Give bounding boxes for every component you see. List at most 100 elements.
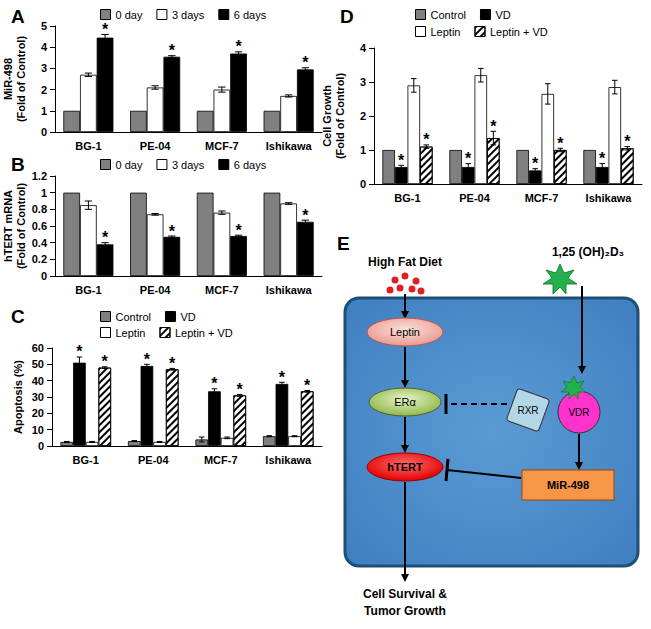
svg-text:1: 1 bbox=[41, 105, 47, 117]
svg-text:VD: VD bbox=[495, 9, 510, 21]
svg-text:20: 20 bbox=[32, 407, 44, 419]
svg-text:Ishikawa: Ishikawa bbox=[586, 192, 633, 204]
svg-text:1,25 (OH)₂D₃: 1,25 (OH)₂D₃ bbox=[552, 245, 624, 259]
svg-text:C: C bbox=[11, 306, 25, 327]
svg-text:*: * bbox=[211, 375, 218, 392]
svg-text:Leptin + VD: Leptin + VD bbox=[490, 26, 548, 38]
svg-text:0.2: 0.2 bbox=[32, 253, 47, 265]
svg-text:4: 4 bbox=[41, 41, 48, 53]
svg-text:hTERT mRNA: hTERT mRNA bbox=[2, 190, 14, 262]
svg-text:B: B bbox=[11, 154, 25, 175]
svg-text:*: * bbox=[102, 21, 109, 38]
svg-text:*: * bbox=[423, 131, 430, 148]
svg-text:High Fat Diet: High Fat Diet bbox=[368, 255, 442, 269]
svg-text:5: 5 bbox=[41, 20, 47, 32]
svg-text:0: 0 bbox=[41, 126, 47, 138]
svg-text:2: 2 bbox=[360, 110, 366, 122]
svg-text:MCF-7: MCF-7 bbox=[205, 140, 239, 152]
svg-text:3 days: 3 days bbox=[172, 159, 205, 171]
svg-text:*: * bbox=[102, 353, 109, 370]
svg-text:BG-1: BG-1 bbox=[75, 284, 101, 296]
svg-text:*: * bbox=[235, 222, 242, 239]
svg-text:RXR: RXR bbox=[517, 405, 538, 416]
svg-text:3: 3 bbox=[41, 62, 47, 74]
svg-text:*: * bbox=[102, 229, 109, 246]
svg-text:40: 40 bbox=[32, 375, 44, 387]
svg-text:*: * bbox=[302, 207, 309, 224]
svg-text:Control: Control bbox=[116, 311, 151, 323]
svg-text:E: E bbox=[337, 233, 350, 254]
svg-text:(Fold of Control): (Fold of Control) bbox=[15, 36, 27, 122]
svg-text:VD: VD bbox=[180, 311, 195, 323]
svg-text:VDR: VDR bbox=[568, 407, 589, 418]
svg-text:hTERT: hTERT bbox=[387, 461, 423, 473]
svg-text:30: 30 bbox=[32, 391, 44, 403]
svg-text:60: 60 bbox=[32, 342, 44, 354]
svg-text:0: 0 bbox=[360, 178, 366, 190]
svg-text:0: 0 bbox=[38, 440, 44, 452]
svg-text:*: * bbox=[237, 381, 244, 398]
svg-text:*: * bbox=[302, 54, 309, 71]
svg-text:A: A bbox=[11, 6, 25, 27]
svg-text:MCF-7: MCF-7 bbox=[204, 454, 238, 466]
svg-text:1: 1 bbox=[41, 187, 47, 199]
svg-text:0.6: 0.6 bbox=[32, 220, 47, 232]
svg-text:*: * bbox=[304, 377, 311, 394]
svg-text:*: * bbox=[532, 155, 539, 172]
svg-text:MCF-7: MCF-7 bbox=[205, 284, 239, 296]
svg-text:*: * bbox=[557, 135, 564, 152]
svg-text:BG-1: BG-1 bbox=[73, 454, 99, 466]
svg-text:Cell Survival &Tumor Growth: Cell Survival &Tumor Growth bbox=[363, 587, 447, 618]
svg-text:Ishikawa: Ishikawa bbox=[266, 284, 313, 296]
svg-text:Leptin + VD: Leptin + VD bbox=[175, 327, 233, 339]
svg-text:*: * bbox=[398, 152, 405, 169]
svg-text:MCF-7: MCF-7 bbox=[525, 192, 559, 204]
svg-text:Leptin: Leptin bbox=[390, 326, 420, 338]
svg-text:BG-1: BG-1 bbox=[75, 140, 101, 152]
svg-text:*: * bbox=[279, 369, 286, 386]
svg-text:10: 10 bbox=[32, 424, 44, 436]
svg-text:Control: Control bbox=[431, 9, 466, 21]
svg-text:6 days: 6 days bbox=[234, 9, 267, 21]
svg-text:PE-04: PE-04 bbox=[459, 192, 490, 204]
svg-text:1.2: 1.2 bbox=[32, 170, 47, 182]
svg-text:MiR-498: MiR-498 bbox=[547, 479, 589, 491]
svg-text:*: * bbox=[169, 223, 176, 240]
svg-text:*: * bbox=[490, 118, 497, 135]
svg-text:(Fold of Control): (Fold of Control) bbox=[15, 183, 27, 269]
svg-text:PE-04: PE-04 bbox=[140, 284, 171, 296]
svg-text:*: * bbox=[144, 351, 151, 368]
svg-text:*: * bbox=[624, 133, 631, 150]
svg-text:3 days: 3 days bbox=[172, 9, 205, 21]
svg-text:Ishikawa: Ishikawa bbox=[265, 454, 312, 466]
svg-text:50: 50 bbox=[32, 358, 44, 370]
svg-text:*: * bbox=[169, 42, 176, 59]
svg-text:2: 2 bbox=[41, 84, 47, 96]
svg-text:0.4: 0.4 bbox=[32, 237, 48, 249]
svg-text:4: 4 bbox=[360, 42, 367, 54]
svg-text:*: * bbox=[235, 38, 242, 55]
svg-text:0: 0 bbox=[41, 270, 47, 282]
svg-text:ERα: ERα bbox=[394, 396, 416, 408]
svg-text:Leptin: Leptin bbox=[116, 327, 146, 339]
svg-text:6 days: 6 days bbox=[234, 159, 267, 171]
svg-text:PE-04: PE-04 bbox=[138, 454, 169, 466]
svg-text:MiR-498: MiR-498 bbox=[2, 58, 14, 100]
svg-text:0.8: 0.8 bbox=[32, 203, 47, 215]
svg-text:*: * bbox=[599, 150, 606, 167]
svg-text:1: 1 bbox=[360, 144, 366, 156]
svg-text:Ishikawa: Ishikawa bbox=[266, 140, 313, 152]
svg-text:BG-1: BG-1 bbox=[394, 192, 420, 204]
svg-text:Leptin: Leptin bbox=[431, 26, 461, 38]
svg-text:3: 3 bbox=[360, 76, 366, 88]
svg-text:PE-04: PE-04 bbox=[140, 140, 171, 152]
svg-text:0 day: 0 day bbox=[116, 159, 143, 171]
svg-text:Apoptosis (%): Apoptosis (%) bbox=[12, 360, 24, 434]
svg-text:D: D bbox=[340, 6, 354, 27]
svg-text:*: * bbox=[465, 150, 472, 167]
svg-text:(Fold of Control): (Fold of Control) bbox=[334, 73, 346, 159]
svg-text:*: * bbox=[76, 343, 83, 360]
svg-text:Cell Growth: Cell Growth bbox=[321, 85, 333, 147]
svg-text:0 day: 0 day bbox=[116, 9, 143, 21]
svg-text:*: * bbox=[169, 355, 176, 372]
